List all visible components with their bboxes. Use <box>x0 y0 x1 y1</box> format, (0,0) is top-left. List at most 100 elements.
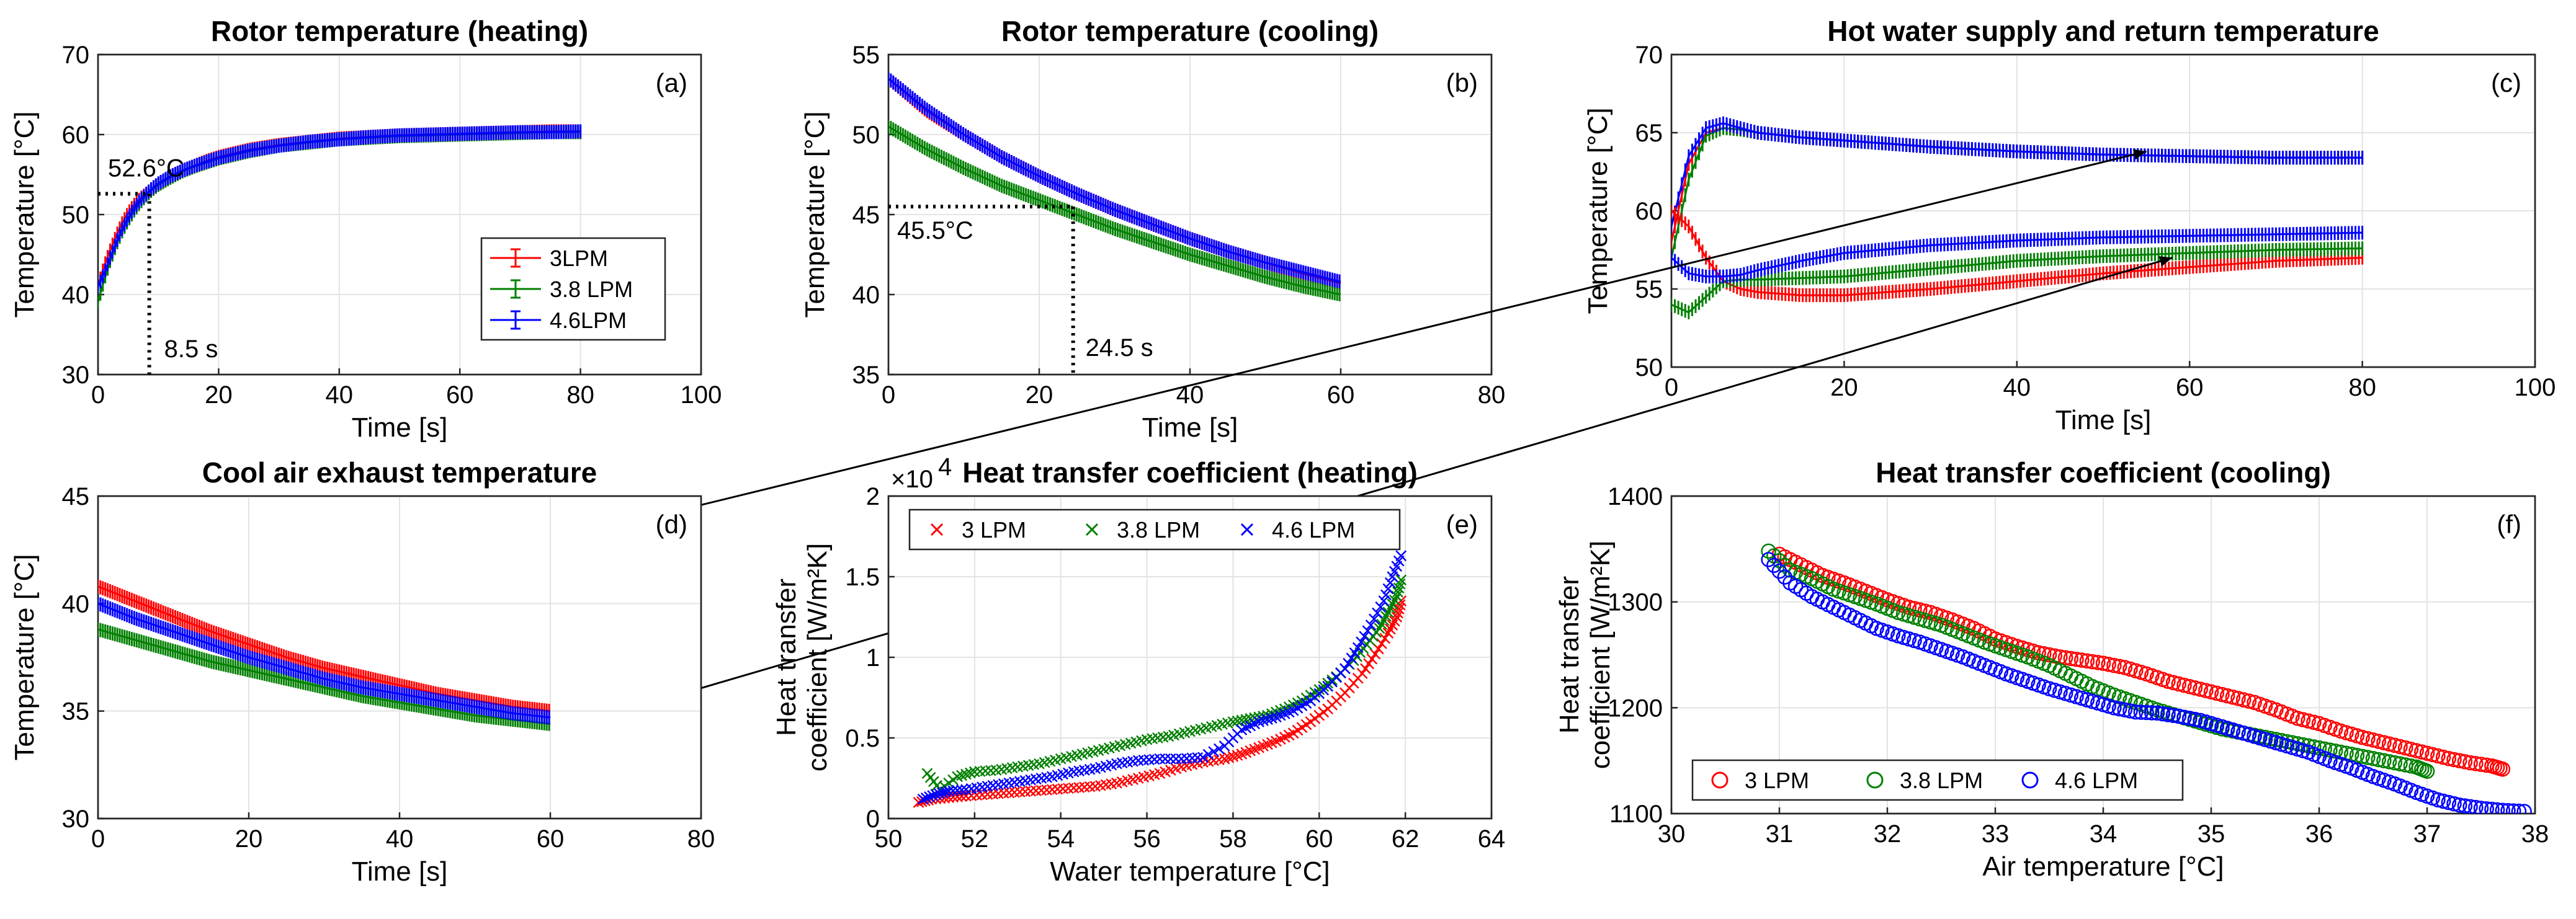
data-point <box>1382 583 1394 595</box>
data-point <box>1258 715 1269 726</box>
data-point <box>1339 663 1351 675</box>
legend-label: 3.8 LPM <box>1117 517 1200 543</box>
x-tick-label: 54 <box>1047 825 1075 853</box>
data-point <box>943 785 955 797</box>
legend-marker <box>2021 771 2039 789</box>
data-point <box>2165 675 2181 691</box>
data-point <box>2419 763 2435 779</box>
data-point <box>1380 589 1392 601</box>
data-point <box>1266 713 1277 724</box>
data-point <box>2371 734 2386 749</box>
data-point <box>2079 653 2095 669</box>
data-point <box>1761 552 1776 567</box>
data-point <box>2457 798 2473 814</box>
data-point <box>2430 792 2446 808</box>
chart-title: Hot water supply and return temperature <box>1827 15 2379 47</box>
legend-entry: 3 LPM <box>930 517 1026 543</box>
data-point <box>1362 625 1374 636</box>
data-point <box>2355 729 2370 745</box>
legend-label: 3 LPM <box>1745 768 1809 793</box>
data-point <box>2446 752 2462 768</box>
y-tick-label: 30 <box>62 806 90 833</box>
data-point <box>2187 711 2203 727</box>
legend-label: 3LPM <box>550 246 608 271</box>
data-point <box>1365 619 1377 631</box>
x-tick-label: 0 <box>1665 374 1678 401</box>
data-point <box>2295 712 2311 727</box>
data-point <box>1352 642 1364 654</box>
x-tick-label: 35 <box>2198 820 2225 848</box>
x-tick-label: 0 <box>91 825 105 853</box>
legend-entry: 3.8 LPM <box>490 277 633 302</box>
data-point <box>947 785 959 797</box>
series-3-8-lpm <box>921 574 1407 796</box>
chart-panel-d: 0 20 40 60 80 30 35 40 45 Cool air exhaust temper… <box>9 456 715 887</box>
data-point <box>2176 709 2192 725</box>
data-point <box>1375 601 1387 613</box>
data-point <box>2451 797 2467 813</box>
data-point <box>2392 756 2408 772</box>
y-axis-label: Temperature [°C] <box>1583 107 1613 314</box>
y-exponent-power: 4 <box>938 453 952 481</box>
y-tick-label: 1.5 <box>845 564 880 591</box>
series-4-6lpm-return <box>1671 226 2364 283</box>
series-line <box>1671 210 2363 296</box>
data-point <box>1393 603 1405 615</box>
data-point <box>2408 743 2424 758</box>
data-point <box>1223 752 1235 763</box>
y-tick-label: 60 <box>1635 198 1663 225</box>
y-tick-label: 70 <box>1635 42 1663 69</box>
data-point <box>1262 714 1273 725</box>
data-point <box>2139 704 2154 721</box>
data-point <box>2209 685 2224 701</box>
data-point <box>2306 739 2322 755</box>
plot-frame <box>887 53 1493 376</box>
y-tick-label: 30 <box>62 362 90 389</box>
data-point <box>2441 751 2457 766</box>
legend-label: 3 LPM <box>962 517 1026 543</box>
plot-frame <box>97 53 702 376</box>
data-point <box>2381 736 2397 752</box>
data-point <box>2090 655 2106 670</box>
x-tick-label: 0 <box>91 381 105 409</box>
annotation-time: 8.5 s <box>164 335 218 363</box>
chart-title: Cool air exhaust temperature <box>202 456 597 489</box>
series-4-6lpm <box>888 71 1341 289</box>
data-point <box>1368 613 1380 625</box>
data-layer <box>1761 543 2532 814</box>
legend-marker <box>1085 523 1099 536</box>
data-point <box>1393 582 1405 594</box>
data-point <box>2484 801 2500 814</box>
series-4-6-lpm <box>1761 552 2532 814</box>
data-point <box>2301 713 2316 729</box>
data-point <box>2181 711 2198 726</box>
chart-title: Rotor temperature (heating) <box>211 15 588 47</box>
y-tick-label: 45 <box>62 483 90 510</box>
data-point <box>1391 590 1403 602</box>
y-tick-label: 40 <box>62 590 90 618</box>
data-point <box>1395 574 1407 586</box>
data-point <box>2155 706 2170 722</box>
data-point <box>1360 663 1371 675</box>
data-point <box>2381 754 2397 770</box>
x-tick-label: 30 <box>1658 820 1686 848</box>
x-axis-label: Time [s] <box>2055 405 2152 435</box>
data-point <box>2219 688 2235 704</box>
y-axis-label-line2: coefficient [W/m²K] <box>1585 541 1616 769</box>
x-tick-label: 36 <box>2305 820 2333 848</box>
data-point <box>2047 648 2062 664</box>
data-point <box>2403 758 2419 774</box>
data-point <box>1197 752 1209 763</box>
x-tick-label: 80 <box>566 381 594 409</box>
data-point <box>2403 742 2419 757</box>
data-point <box>2306 714 2322 730</box>
data-point <box>1369 648 1381 660</box>
data-point <box>2511 803 2527 814</box>
data-point <box>1154 753 1166 765</box>
data-point <box>2193 681 2208 697</box>
data-point <box>2327 744 2343 759</box>
data-point <box>2171 676 2187 692</box>
panel-label: (d) <box>656 510 687 539</box>
legend-label: 3.8 LPM <box>1900 768 1983 793</box>
